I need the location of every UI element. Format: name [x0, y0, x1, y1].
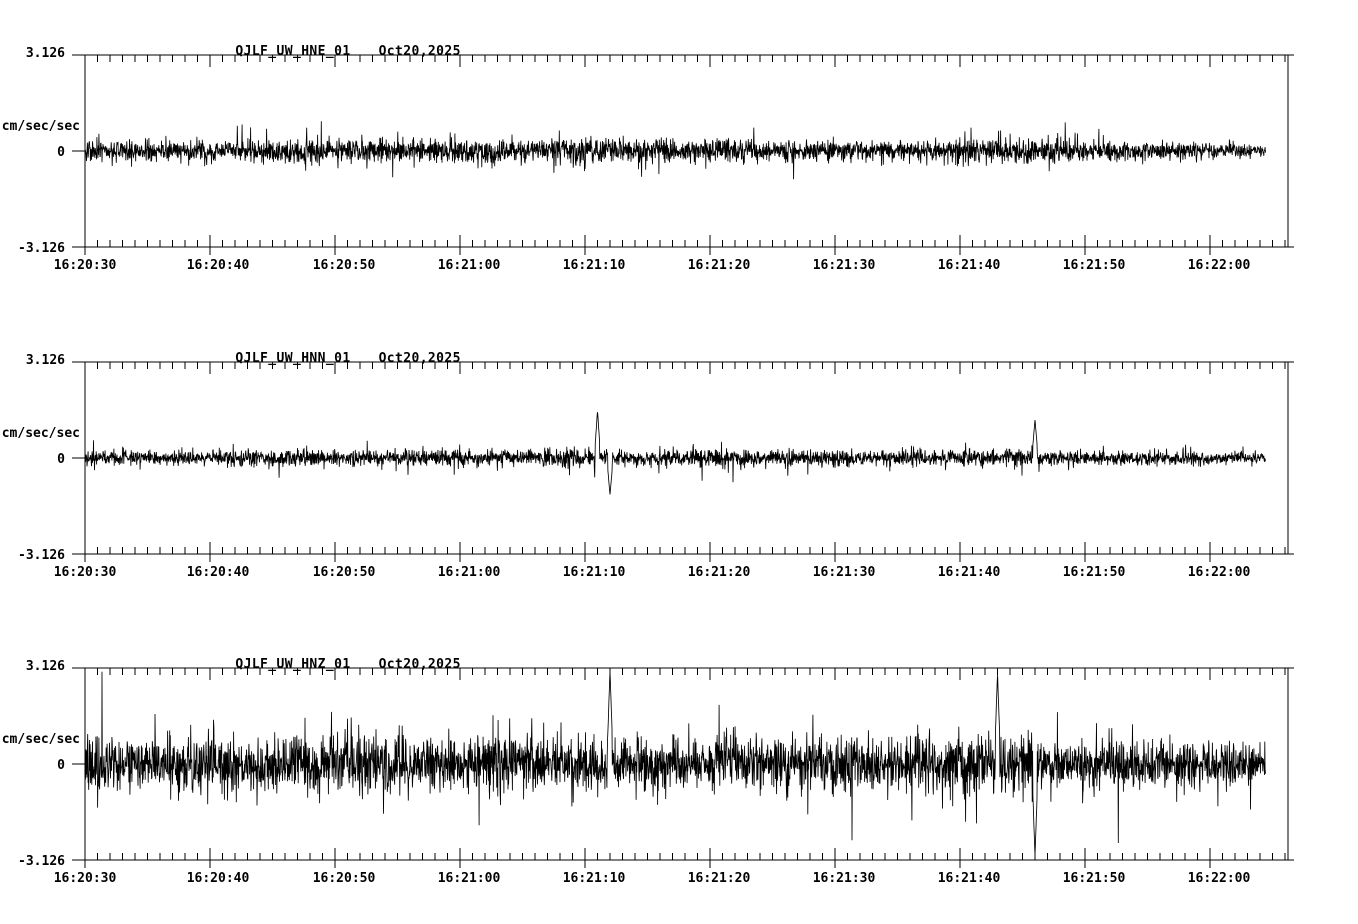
x-tick-label-hne-5: 16:21:20	[687, 258, 751, 273]
x-tick-label-hnn-5: 16:21:20	[687, 565, 751, 580]
y-axis-min-label-hnn: -3.126	[18, 548, 65, 563]
x-tick-label-hnn-7: 16:21:40	[937, 565, 1001, 580]
x-tick-label-hne-1: 16:20:40	[186, 258, 250, 273]
waveform-trace-hnn	[84, 412, 1266, 495]
y-axis-ticks-right	[1288, 667, 1294, 861]
y-axis-units-label-hne: cm/sec/sec	[1, 119, 80, 134]
y-axis-ticks	[72, 361, 85, 555]
x-tick-label-hne-7: 16:21:40	[937, 258, 1001, 273]
x-tick-label-hnz-5: 16:21:20	[687, 871, 751, 886]
y-axis-max-label-hnz: 3.126	[25, 659, 65, 674]
y-axis-zero-label-hnz: 0	[57, 758, 65, 773]
x-tick-label-hnn-1: 16:20:40	[186, 565, 250, 580]
x-tick-label-hne-3: 16:21:00	[437, 258, 501, 273]
x-tick-label-hnz-0: 16:20:30	[53, 871, 117, 886]
y-axis-zero-label-hnn: 0	[57, 452, 65, 467]
x-tick-label-hnn-4: 16:21:10	[562, 565, 626, 580]
y-axis-ticks-right	[1288, 54, 1294, 248]
x-tick-label-hne-4: 16:21:10	[562, 258, 626, 273]
waveform-panel-hne: QJLF_UW_HNE_01 Oct20,2025 3.126 cm/sec/se…	[0, 0, 1358, 310]
x-tick-label-hnz-4: 16:21:10	[562, 871, 626, 886]
waveform-panel-hnn: QJLF_UW_HNN_01 Oct20,2025 3.126 cm/sec/se…	[0, 307, 1358, 617]
y-axis-max-label-hnn: 3.126	[25, 353, 65, 368]
x-tick-label-hnz-3: 16:21:00	[437, 871, 501, 886]
waveform-panel-hnz: QJLF_UW_HNZ_01 Oct20,2025 3.126 cm/sec/se…	[0, 613, 1358, 924]
y-axis-ticks	[72, 54, 85, 248]
waveform-trace-hnz	[84, 671, 1266, 856]
plot-area-hnn	[72, 361, 1294, 562]
axis-ticks	[84, 362, 1286, 562]
x-tick-label-hnn-8: 16:21:50	[1062, 565, 1126, 580]
x-tick-label-hnz-8: 16:21:50	[1062, 871, 1126, 886]
y-axis-ticks-right	[1288, 361, 1294, 555]
x-tick-label-hne-9: 16:22:00	[1187, 258, 1251, 273]
y-axis-ticks	[72, 667, 85, 861]
axis-ticks	[84, 668, 1286, 868]
x-tick-label-hnz-2: 16:20:50	[312, 871, 376, 886]
x-tick-label-hne-8: 16:21:50	[1062, 258, 1126, 273]
y-axis-zero-label-hne: 0	[57, 145, 65, 160]
y-axis-units-label-hnn: cm/sec/sec	[1, 426, 80, 441]
x-tick-label-hne-0: 16:20:30	[53, 258, 117, 273]
x-tick-label-hnz-6: 16:21:30	[812, 871, 876, 886]
x-tick-label-hnz-7: 16:21:40	[937, 871, 1001, 886]
y-axis-min-label-hne: -3.126	[18, 241, 65, 256]
x-tick-label-hne-2: 16:20:50	[312, 258, 376, 273]
axis-ticks	[84, 55, 1286, 255]
waveform-trace-hne	[84, 121, 1266, 180]
x-tick-label-hnz-1: 16:20:40	[186, 871, 250, 886]
plot-area-hne	[72, 54, 1294, 255]
x-tick-label-hnn-9: 16:22:00	[1187, 565, 1251, 580]
x-tick-label-hnn-0: 16:20:30	[53, 565, 117, 580]
x-tick-label-hnn-6: 16:21:30	[812, 565, 876, 580]
y-axis-min-label-hnz: -3.126	[18, 854, 65, 869]
x-tick-label-hnn-2: 16:20:50	[312, 565, 376, 580]
plot-area-hnz	[72, 667, 1294, 868]
x-tick-label-hnn-3: 16:21:00	[437, 565, 501, 580]
x-tick-label-hne-6: 16:21:30	[812, 258, 876, 273]
x-tick-label-hnz-9: 16:22:00	[1187, 871, 1251, 886]
y-axis-units-label-hnz: cm/sec/sec	[1, 732, 80, 747]
y-axis-max-label-hne: 3.126	[25, 46, 65, 61]
